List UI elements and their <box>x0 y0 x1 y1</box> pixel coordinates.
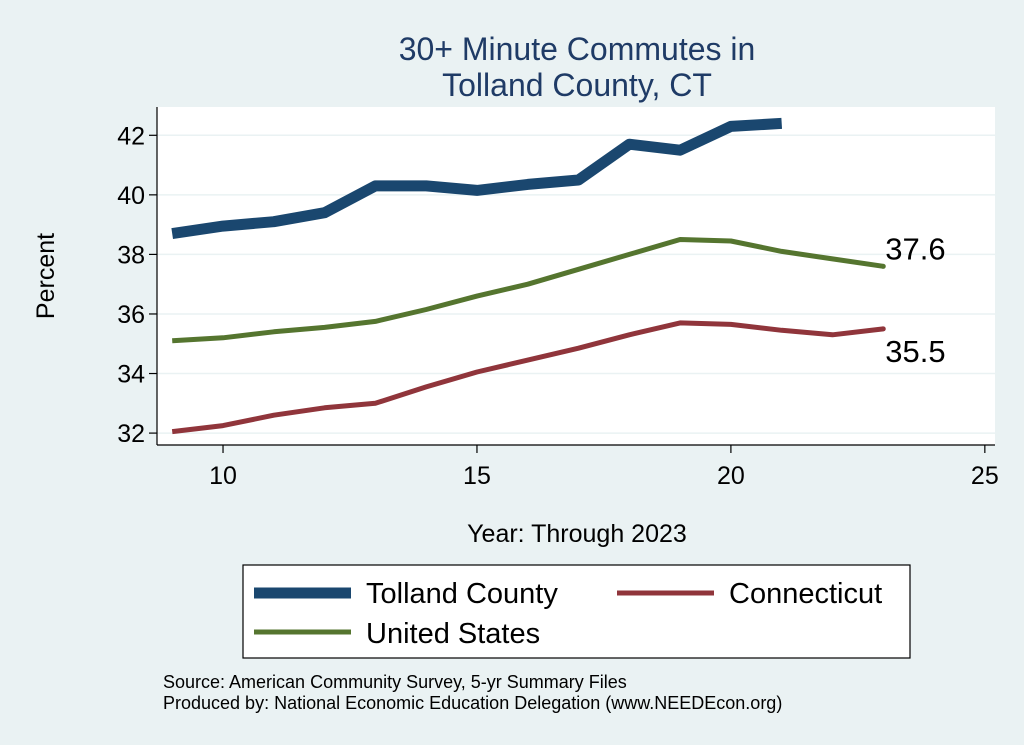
plot-area <box>157 107 995 445</box>
legend-label-united-states: United States <box>366 618 540 650</box>
tick-labels: 32 34 36 38 40 42 10 15 20 25 <box>117 122 999 490</box>
chart-title-line-1: 30+ Minute Commutes in <box>399 31 756 67</box>
chart-title-line-2: Tolland County, CT <box>442 67 712 103</box>
legend-label-connecticut: Connecticut <box>729 578 882 610</box>
y-tick-label-40: 40 <box>117 182 145 210</box>
x-tick-label-25: 25 <box>971 462 999 490</box>
x-tick-label-20: 20 <box>717 462 745 490</box>
y-tick-label-42: 42 <box>117 122 145 150</box>
x-axis-title: Year: Through 2023 <box>467 520 687 548</box>
x-tick-label-10: 10 <box>209 462 237 490</box>
end-label-connecticut: 35.5 <box>885 334 945 369</box>
grid-lines <box>157 134 995 434</box>
y-tick-label-36: 36 <box>117 301 145 329</box>
y-tick-label-32: 32 <box>117 420 145 448</box>
x-tick-label-15: 15 <box>463 462 491 490</box>
y-tick-label-34: 34 <box>117 361 145 389</box>
legend-box <box>242 564 911 659</box>
series-lines: 37.6 35.5 <box>171 117 946 435</box>
legend-label-tolland: Tolland County <box>366 578 558 610</box>
end-marker-united-states <box>880 263 886 269</box>
producer-note: Produced by: National Economic Education… <box>163 693 782 713</box>
source-note: Source: American Community Survey, 5-yr … <box>163 672 627 692</box>
end-label-united-states: 37.6 <box>885 231 945 266</box>
end-marker-connecticut <box>880 326 886 332</box>
y-axis-title: Percent <box>32 233 60 319</box>
series-line-united-states <box>172 237 884 344</box>
series-line-tolland-county <box>171 117 783 240</box>
series-line-connecticut <box>171 320 884 435</box>
axes <box>149 107 995 453</box>
y-tick-label-38: 38 <box>117 241 145 269</box>
